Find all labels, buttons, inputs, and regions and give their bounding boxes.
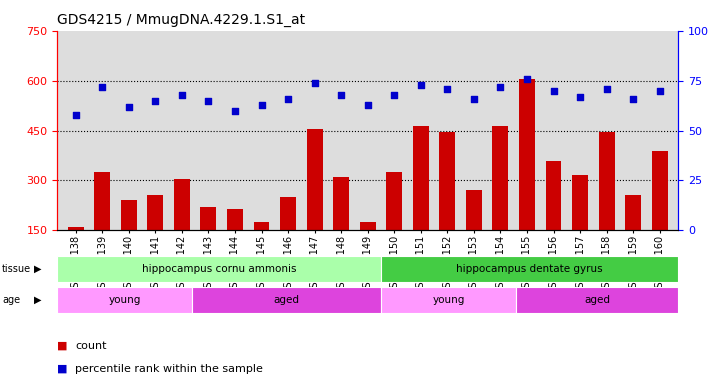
Point xyxy=(336,91,347,98)
Point xyxy=(229,108,241,114)
Point xyxy=(70,111,81,118)
Point xyxy=(256,101,267,108)
Point xyxy=(362,101,373,108)
Point xyxy=(96,84,108,90)
Bar xyxy=(493,126,508,230)
Bar xyxy=(381,287,516,313)
Point xyxy=(468,96,480,102)
Text: ■: ■ xyxy=(57,364,68,374)
Bar xyxy=(253,222,269,230)
Bar xyxy=(227,209,243,230)
Point xyxy=(123,104,134,110)
Text: ■: ■ xyxy=(57,341,68,351)
Text: hippocampus cornu ammonis: hippocampus cornu ammonis xyxy=(142,264,296,274)
Point xyxy=(601,86,613,92)
Point xyxy=(574,94,585,100)
Bar xyxy=(519,79,535,230)
Bar xyxy=(625,195,641,230)
Text: tissue: tissue xyxy=(2,264,31,274)
Bar xyxy=(439,132,456,230)
Point xyxy=(654,88,665,94)
Bar xyxy=(386,172,402,230)
Point xyxy=(388,91,400,98)
Text: young: young xyxy=(109,295,141,305)
Bar xyxy=(192,287,381,313)
Text: hippocampus dentate gyrus: hippocampus dentate gyrus xyxy=(456,264,603,274)
Bar xyxy=(121,200,137,230)
Text: GDS4215 / MmugDNA.4229.1.S1_at: GDS4215 / MmugDNA.4229.1.S1_at xyxy=(57,13,306,27)
Bar xyxy=(413,126,429,230)
Bar xyxy=(280,197,296,230)
Bar xyxy=(306,129,323,230)
Text: young: young xyxy=(433,295,465,305)
Point xyxy=(309,79,321,86)
Text: count: count xyxy=(75,341,106,351)
Bar xyxy=(57,256,381,282)
Text: percentile rank within the sample: percentile rank within the sample xyxy=(75,364,263,374)
Bar xyxy=(147,195,164,230)
Bar xyxy=(174,179,190,230)
Point xyxy=(442,86,453,92)
Point xyxy=(495,84,506,90)
Bar xyxy=(598,132,615,230)
Bar xyxy=(572,175,588,230)
Bar xyxy=(94,172,110,230)
Bar xyxy=(545,161,561,230)
Text: ▶: ▶ xyxy=(34,295,42,305)
Point xyxy=(548,88,559,94)
Bar xyxy=(360,222,376,230)
Bar xyxy=(466,190,482,230)
Text: ▶: ▶ xyxy=(34,264,42,274)
Point xyxy=(176,91,188,98)
Point xyxy=(282,96,293,102)
Bar xyxy=(201,207,216,230)
Point xyxy=(150,98,161,104)
Bar xyxy=(333,177,349,230)
Bar xyxy=(652,151,668,230)
Text: aged: aged xyxy=(584,295,610,305)
Point xyxy=(628,96,639,102)
Text: age: age xyxy=(2,295,20,305)
Bar xyxy=(516,287,678,313)
Bar xyxy=(68,227,84,230)
Point xyxy=(521,76,533,82)
Bar xyxy=(57,287,192,313)
Point xyxy=(415,81,426,88)
Bar xyxy=(381,256,678,282)
Point xyxy=(203,98,214,104)
Text: aged: aged xyxy=(273,295,300,305)
